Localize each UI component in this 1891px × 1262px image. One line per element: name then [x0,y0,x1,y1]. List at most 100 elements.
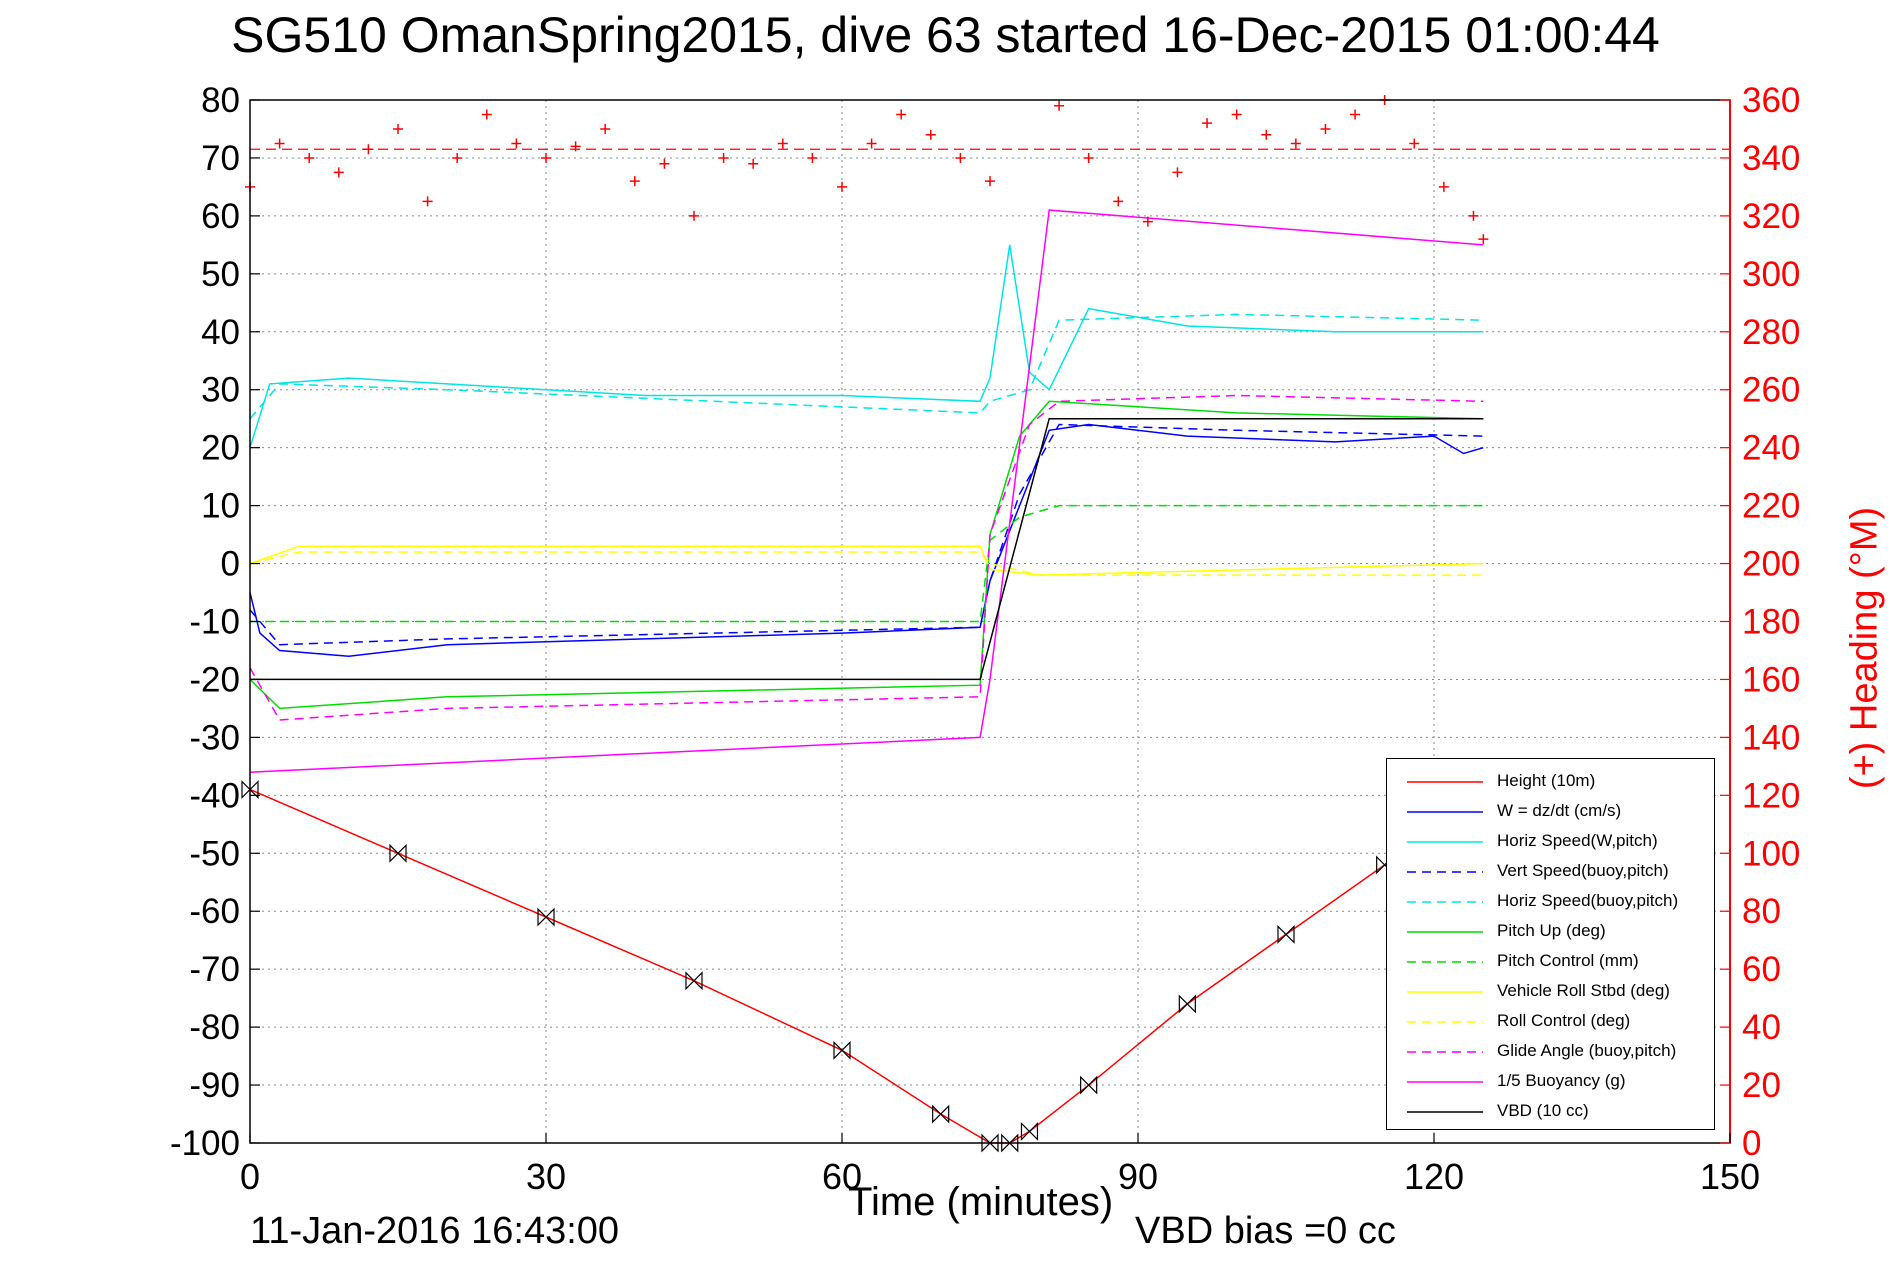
y-right-tick-label: 300 [1742,255,1800,294]
legend-label: Glide Angle (buoy,pitch) [1497,1041,1677,1060]
legend-item: Glide Angle (buoy,pitch) [1387,1037,1714,1067]
y-left-tick-label: -50 [189,834,240,873]
y-left-tick-label: 30 [201,371,240,410]
y-left-tick-label: 40 [201,313,240,352]
series-line-0 [249,788,1386,1144]
heading-point [1350,109,1361,120]
legend-label: 1/5 Buoyancy (g) [1497,1071,1626,1090]
legend-item: VBD (10 cc) [1387,1097,1714,1127]
y-right-tick-label: 360 [1742,81,1800,120]
legend-label: Roll Control (deg) [1497,1011,1631,1030]
y-left-tick-label: 20 [201,429,240,468]
series-line-7 [249,545,1484,576]
heading-point [1320,123,1331,134]
legend-swatch [1407,811,1483,813]
heading-point [1202,118,1213,129]
heading-point [541,152,551,163]
legend-item: W = dz/dt (cm/s) [1387,797,1714,827]
y-right-tick-label: 340 [1742,139,1800,178]
height-marker [1178,994,1196,1014]
heading-point [777,138,788,149]
y-left-tick-label: -80 [189,1008,240,1047]
y-right-tick-label: 60 [1742,950,1781,989]
heading-point [304,152,315,163]
y-right-tick-label: 280 [1742,313,1800,352]
heading-point [1478,234,1489,245]
heading-point [481,109,492,120]
heading-point [393,123,403,134]
legend-swatch [1407,841,1483,843]
y-left-tick-label: -40 [189,776,240,815]
series-line-10 [249,209,1484,773]
legend-swatch [1407,871,1483,873]
x-tick-label: 0 [240,1156,260,1197]
heading-point [422,196,433,207]
series-line-9 [249,394,1484,721]
y-right-tick-label: 260 [1742,371,1800,410]
y-left-tick-label: 10 [201,487,240,526]
heading-point [925,129,936,140]
heading-point [1468,210,1479,221]
heading-point [570,141,581,152]
heading-point [363,144,374,155]
heading-point [985,176,995,187]
heading-point [511,138,522,149]
series-line-11 [250,417,1484,681]
heading-point [333,167,344,178]
y-right-tick-label: 40 [1742,1008,1781,1047]
height-marker [241,780,259,799]
x-axis-label: Time (minutes) [848,1180,1114,1224]
plot-frame [249,99,1731,1144]
series-line-2 [249,244,1484,448]
y-left-tick-label: -90 [189,1066,240,1105]
series-line-1 [249,423,1484,658]
y-left-tick-label: -100 [170,1124,240,1163]
height-marker [389,843,407,863]
series-line-4 [249,313,1484,420]
heading-point [1172,167,1183,178]
heading-point [274,138,285,149]
legend-swatch [1407,901,1483,903]
chart-title: SG510 OmanSpring2015, dive 63 started 16… [231,7,1660,63]
y-left-tick-label: -20 [189,660,240,699]
heading-point [1142,216,1153,227]
legend-label: VBD (10 cc) [1497,1101,1589,1120]
tick-labels: 0 30 60 90 120 15080706050403020100-10-20-30-… [170,81,1800,1197]
series-line-3 [249,423,1484,646]
heading-point [629,176,640,187]
legend-label: Horiz Speed(W,pitch) [1497,831,1658,850]
heading-layer [245,95,1489,245]
y-right-tick-label: 180 [1742,603,1800,642]
legend-swatch [1407,931,1483,933]
legend-swatch [1407,1021,1483,1023]
y-right-tick-label: 320 [1742,197,1800,236]
legend-label: Horiz Speed(buoy,pitch) [1497,891,1679,910]
heading-point [955,152,966,163]
height-marker [1001,1133,1019,1153]
legend-swatch [1407,1081,1483,1083]
y-right-tick-label: 200 [1742,545,1800,584]
legend-item: Pitch Up (deg) [1387,917,1714,947]
heading-point [896,109,907,120]
legend-item: Vehicle Roll Stbd (deg) [1387,977,1714,1007]
legend-item: Pitch Control (mm) [1387,947,1714,977]
y-left-tick-label: -70 [189,950,240,989]
heading-point [866,138,877,149]
heading-point [1231,109,1242,120]
y-right-tick-label: 140 [1742,718,1800,757]
x-tick-label: 120 [1404,1156,1464,1197]
legend-item: Horiz Speed(buoy,pitch) [1387,887,1714,917]
x-tick-label: 30 [526,1156,566,1197]
heading-point [807,152,818,163]
series-line-8 [249,551,1484,576]
heading-point [659,158,670,169]
y-right-tick-label: 240 [1742,429,1800,468]
heading-point [1261,129,1272,140]
legend-item: Vert Speed(buoy,pitch) [1387,857,1714,887]
legend-swatch [1407,991,1483,993]
heading-point [1054,100,1065,111]
y-right-tick-label: 0 [1742,1124,1761,1163]
legend-swatch [1407,961,1483,963]
height-marker [537,907,555,927]
